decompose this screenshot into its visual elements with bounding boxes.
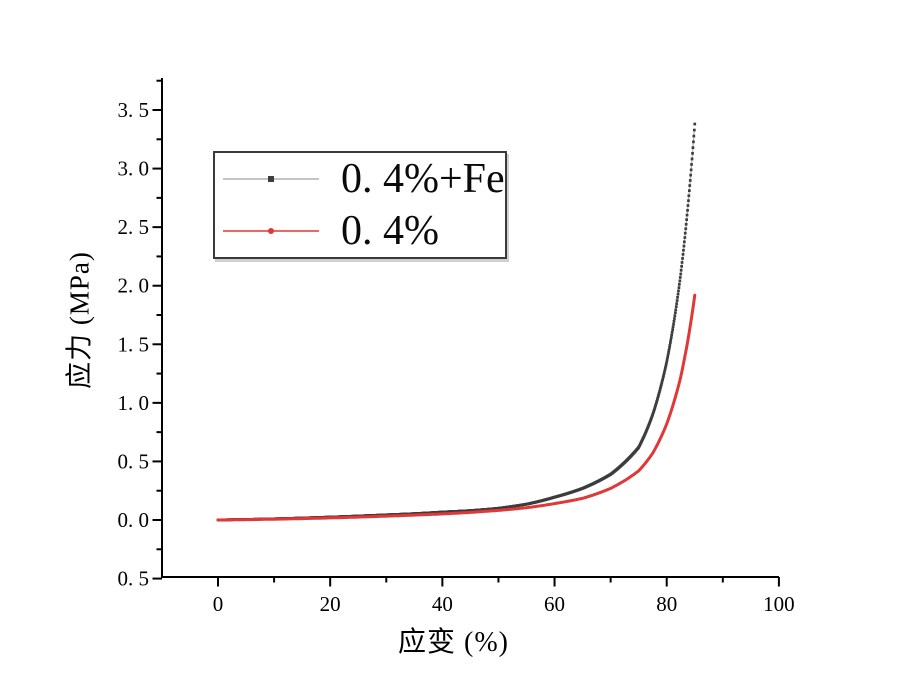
legend-entry-04-fe: 0. 4%+Fe xyxy=(215,154,505,204)
legend-entry-04: 0. 4% xyxy=(215,206,505,256)
y-tick-label: 0. 5 xyxy=(118,567,150,591)
x-tick-label: 100 xyxy=(763,592,795,616)
x-tick-label: 40 xyxy=(432,592,453,616)
legend-label-04: 0. 4% xyxy=(341,207,439,254)
y-axis-title: 应力 (MPa) xyxy=(64,251,95,389)
legend-line-dot-marker-icon xyxy=(223,227,319,234)
x-axis-title: 应变 (%) xyxy=(398,627,509,658)
legend-line-square-marker-icon xyxy=(223,176,319,183)
y-tick-label: 1. 5 xyxy=(118,332,150,356)
y-tick-label: 0. 5 xyxy=(118,449,150,473)
x-tick-label: 0 xyxy=(213,592,224,616)
y-tick-label: 2. 5 xyxy=(118,215,150,239)
y-tick-label: 2. 0 xyxy=(118,274,150,298)
legend-label-04-fe: 0. 4%+Fe xyxy=(341,156,505,203)
y-tick-label: 1. 0 xyxy=(118,391,150,415)
x-tick-label: 80 xyxy=(656,592,677,616)
series-04-line xyxy=(216,293,697,522)
y-tick-label: 3. 5 xyxy=(118,98,150,122)
y-tick-label: 3. 0 xyxy=(118,157,150,181)
x-tick-label: 60 xyxy=(544,592,565,616)
y-tick-label: 0. 0 xyxy=(118,508,150,532)
legend: 0. 4%+Fe 0. 4% xyxy=(213,151,507,259)
x-tick-label: 20 xyxy=(320,592,341,616)
